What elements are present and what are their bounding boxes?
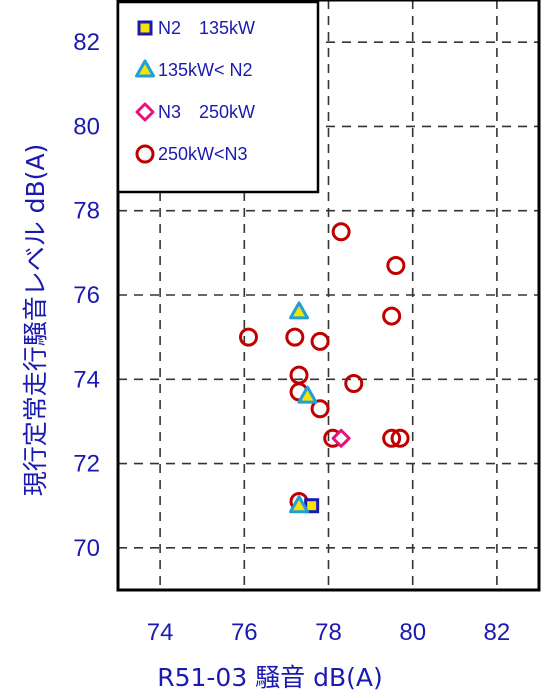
- data-point-triangle: [289, 301, 310, 320]
- legend-label: 135kW< N2: [158, 60, 253, 80]
- data-point-circle: [239, 327, 259, 347]
- legend-marker-triangle: [135, 59, 155, 78]
- data-point-circle: [285, 327, 305, 347]
- data-point-circle: [310, 399, 330, 419]
- y-tick-label: 82: [73, 29, 100, 56]
- x-tick-label: 74: [147, 619, 174, 646]
- legend-marker-circle: [135, 144, 155, 164]
- x-axis-title: R51-03 騒音 dB(A): [157, 663, 383, 692]
- y-tick-label: 80: [73, 113, 100, 140]
- x-tick-label: 76: [231, 619, 258, 646]
- data-point-circle: [344, 374, 364, 393]
- data-point-triangle: [289, 495, 310, 514]
- data-point-circle: [289, 365, 309, 385]
- data-point-circle: [310, 331, 330, 351]
- x-axis-tick-labels: 74 76 78 80 82: [147, 619, 511, 646]
- legend-marker-square: [137, 20, 153, 36]
- plot-area-frame: [116, 0, 541, 592]
- y-tick-label: 76: [73, 282, 100, 309]
- data-point-circle: [386, 256, 406, 275]
- legend-marker-diamond: [135, 102, 155, 122]
- x-tick-label: 82: [484, 619, 511, 646]
- y-tick-label: 72: [73, 451, 100, 478]
- data-point-diamond: [331, 428, 351, 448]
- data-point-triangle: [297, 385, 318, 404]
- data-point-circle: [382, 428, 402, 448]
- y-axis-title: 現行定常走行騒音レベル dB(A): [21, 144, 50, 497]
- y-tick-label: 78: [73, 198, 100, 225]
- data-points: [239, 222, 410, 514]
- data-point-circle: [331, 222, 351, 242]
- data-point-circle: [382, 306, 402, 326]
- y-tick-label: 74: [73, 366, 100, 393]
- legend-label: N3 250kW: [158, 102, 255, 122]
- y-axis-tick-labels: 70 72 74 76 78 80 82: [73, 29, 100, 562]
- data-point-circle: [390, 428, 410, 448]
- x-tick-label: 78: [315, 619, 342, 646]
- x-tick-label: 80: [399, 619, 426, 646]
- legend-label: N2 135kW: [158, 18, 255, 38]
- legend: N2 135kW 135kW< N2 N3 250kW 250kW<N3: [116, 0, 320, 194]
- legend-label: 250kW<N3: [158, 144, 248, 164]
- y-tick-label: 70: [73, 535, 100, 562]
